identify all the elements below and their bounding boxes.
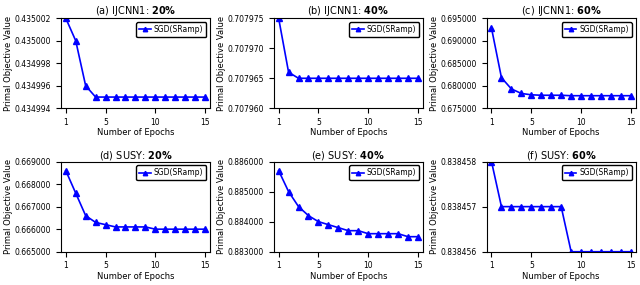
Legend: SGD(SRamp): SGD(SRamp) bbox=[136, 165, 206, 180]
Y-axis label: Primal Objective Value: Primal Objective Value bbox=[430, 159, 439, 254]
Y-axis label: Primal Objective Value: Primal Objective Value bbox=[4, 16, 13, 111]
Y-axis label: Primal Objective Value: Primal Objective Value bbox=[218, 159, 227, 254]
Legend: SGD(SRamp): SGD(SRamp) bbox=[562, 165, 632, 180]
Title: (f) SUSY: $\bf{60\%}$: (f) SUSY: $\bf{60\%}$ bbox=[525, 148, 596, 162]
Title: (b) IJCNN1: $\bf{40\%}$: (b) IJCNN1: $\bf{40\%}$ bbox=[307, 4, 389, 18]
X-axis label: Number of Epochs: Number of Epochs bbox=[522, 272, 600, 281]
X-axis label: Number of Epochs: Number of Epochs bbox=[310, 272, 387, 281]
Y-axis label: Primal Objective Value: Primal Objective Value bbox=[4, 159, 13, 254]
Legend: SGD(SRamp): SGD(SRamp) bbox=[562, 22, 632, 37]
Legend: SGD(SRamp): SGD(SRamp) bbox=[136, 22, 206, 37]
Title: (a) IJCNN1: $\bf{20\%}$: (a) IJCNN1: $\bf{20\%}$ bbox=[95, 4, 176, 18]
Y-axis label: Primal Objective Value: Primal Objective Value bbox=[217, 16, 226, 111]
Legend: SGD(SRamp): SGD(SRamp) bbox=[349, 22, 419, 37]
X-axis label: Number of Epochs: Number of Epochs bbox=[310, 129, 387, 137]
Y-axis label: Primal Objective Value: Primal Objective Value bbox=[430, 16, 439, 111]
X-axis label: Number of Epochs: Number of Epochs bbox=[97, 272, 174, 281]
Legend: SGD(SRamp): SGD(SRamp) bbox=[349, 165, 419, 180]
X-axis label: Number of Epochs: Number of Epochs bbox=[522, 129, 600, 137]
X-axis label: Number of Epochs: Number of Epochs bbox=[97, 129, 174, 137]
Title: (c) IJCNN1: $\bf{60\%}$: (c) IJCNN1: $\bf{60\%}$ bbox=[521, 4, 602, 18]
Title: (d) SUSY: $\bf{20\%}$: (d) SUSY: $\bf{20\%}$ bbox=[99, 148, 172, 162]
Title: (e) SUSY: $\bf{40\%}$: (e) SUSY: $\bf{40\%}$ bbox=[312, 148, 385, 162]
